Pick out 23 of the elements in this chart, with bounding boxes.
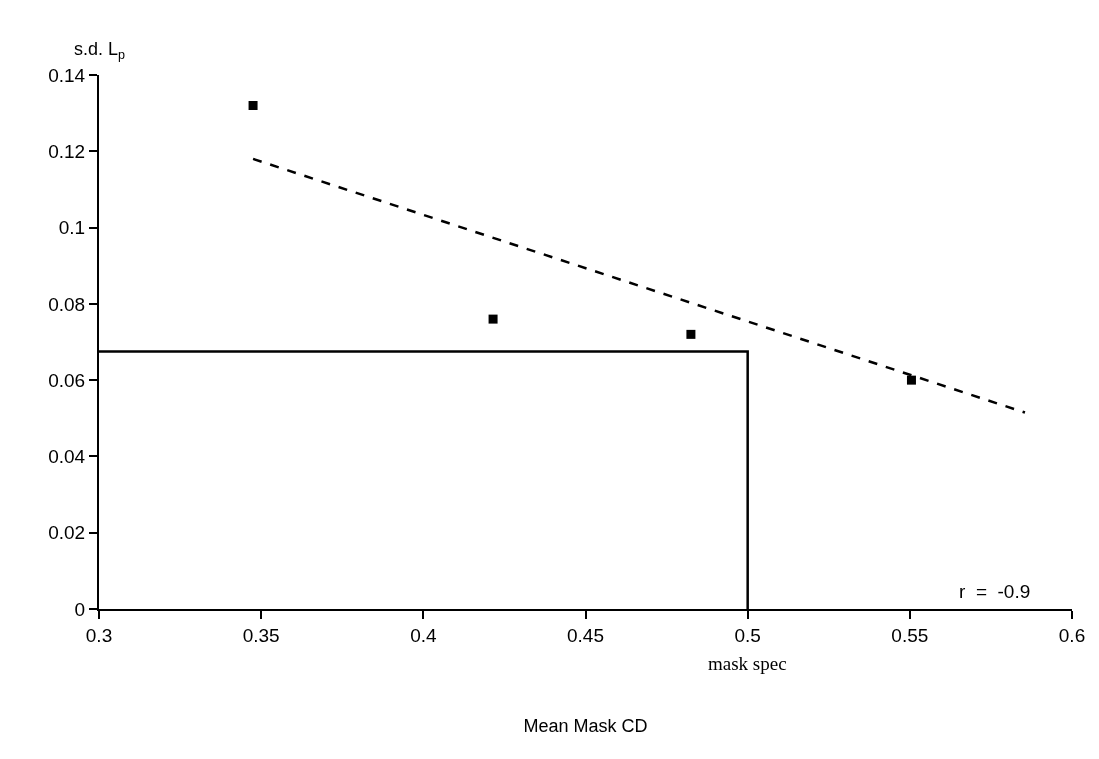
x-tick-label: 0.3 — [85, 624, 113, 646]
x-tick-label: 0.5 — [734, 624, 761, 646]
y-tick-label: 0.1 — [58, 217, 86, 239]
y-axis-title: s.d. L$_{p}$ — [74, 39, 126, 62]
x-tick-label: 0.55 — [891, 624, 929, 646]
point — [906, 375, 916, 385]
x-tick-label: 0.45 — [567, 624, 604, 646]
point — [488, 314, 498, 324]
y-tick-label: 0 — [74, 598, 86, 620]
x-tick-label: 0.35 — [242, 624, 280, 646]
point — [248, 101, 258, 111]
x-tick-label: 0.4 — [410, 624, 437, 646]
x-axis-title: Mean Mask CD — [523, 716, 648, 737]
y-tick-label: 0.14 — [48, 64, 86, 86]
annotation: mask spec — [708, 653, 787, 674]
point — [686, 329, 696, 339]
x-tick-label: 0.6 — [1058, 624, 1086, 646]
y-tick-label: 0.06 — [48, 369, 86, 391]
y-tick-label: 0.04 — [48, 446, 86, 468]
y-tick-label: 0.08 — [48, 293, 86, 315]
y-tick-label: 0.02 — [48, 522, 86, 544]
y-tick-label: 0.12 — [48, 140, 86, 162]
annotation: r = -0.9 — [959, 581, 1031, 602]
